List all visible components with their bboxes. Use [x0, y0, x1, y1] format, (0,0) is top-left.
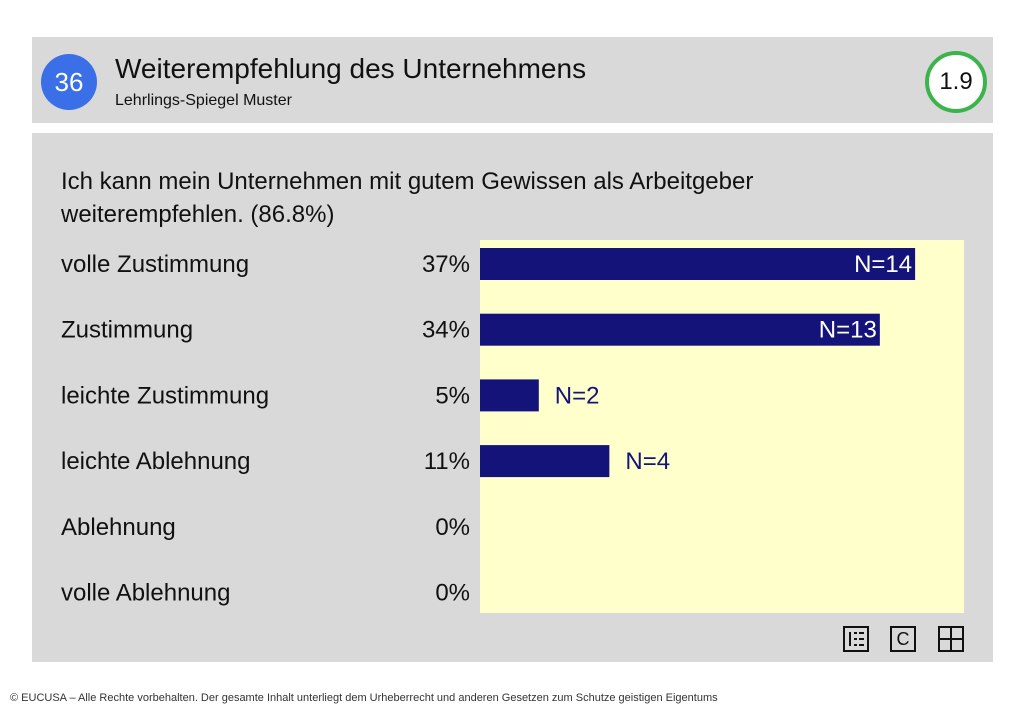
- page-title: Weiterempfehlung des Unternehmens: [115, 53, 587, 84]
- count-label: N=13: [819, 317, 877, 344]
- category-label: leichte Zustimmung: [61, 382, 269, 409]
- category-label: leichte Ablehnung: [61, 448, 251, 475]
- main-panel: Ich kann mein Unternehmen mit gutem Gewi…: [32, 133, 993, 662]
- bar: [480, 445, 610, 478]
- percent-label: 0%: [435, 514, 470, 541]
- percent-label: 5%: [435, 382, 470, 409]
- score-badge: 1.9: [925, 51, 987, 113]
- c-icon-label: C: [896, 629, 910, 649]
- percent-label: 11%: [424, 448, 470, 475]
- bar-chart: volle Zustimmung 37% N=14 Zustimmung 34% N=13…: [61, 240, 964, 613]
- list-view-icon[interactable]: [843, 626, 869, 657]
- copyright-footer: © EUCUSA – Alle Rechte vorbehalten. Der …: [10, 692, 718, 704]
- page-number-badge: 36: [41, 54, 97, 110]
- plot-area: [480, 240, 964, 613]
- category-label: Zustimmung: [61, 317, 193, 344]
- grid-icon[interactable]: [938, 626, 964, 657]
- percent-label: 37%: [422, 251, 470, 278]
- category-label: Ablehnung: [61, 514, 176, 541]
- count-label: N=2: [555, 382, 600, 409]
- category-label: volle Zustimmung: [61, 251, 249, 278]
- count-label: N=14: [854, 251, 912, 278]
- bar: [480, 248, 916, 280]
- bar: [480, 313, 880, 346]
- page-subtitle: Lehrlings-Spiegel Muster: [115, 92, 292, 109]
- header-panel: 36 Weiterempfehlung des Unternehmens Leh…: [32, 37, 993, 123]
- question-text: Ich kann mein Unternehmen mit gutem Gewi…: [61, 168, 754, 228]
- count-label: N=4: [625, 448, 670, 475]
- percent-label: 0%: [435, 580, 470, 607]
- category-label: volle Ablehnung: [61, 580, 230, 607]
- percent-label: 34%: [422, 317, 470, 344]
- c-icon[interactable]: C: [890, 626, 916, 652]
- bar: [480, 379, 539, 412]
